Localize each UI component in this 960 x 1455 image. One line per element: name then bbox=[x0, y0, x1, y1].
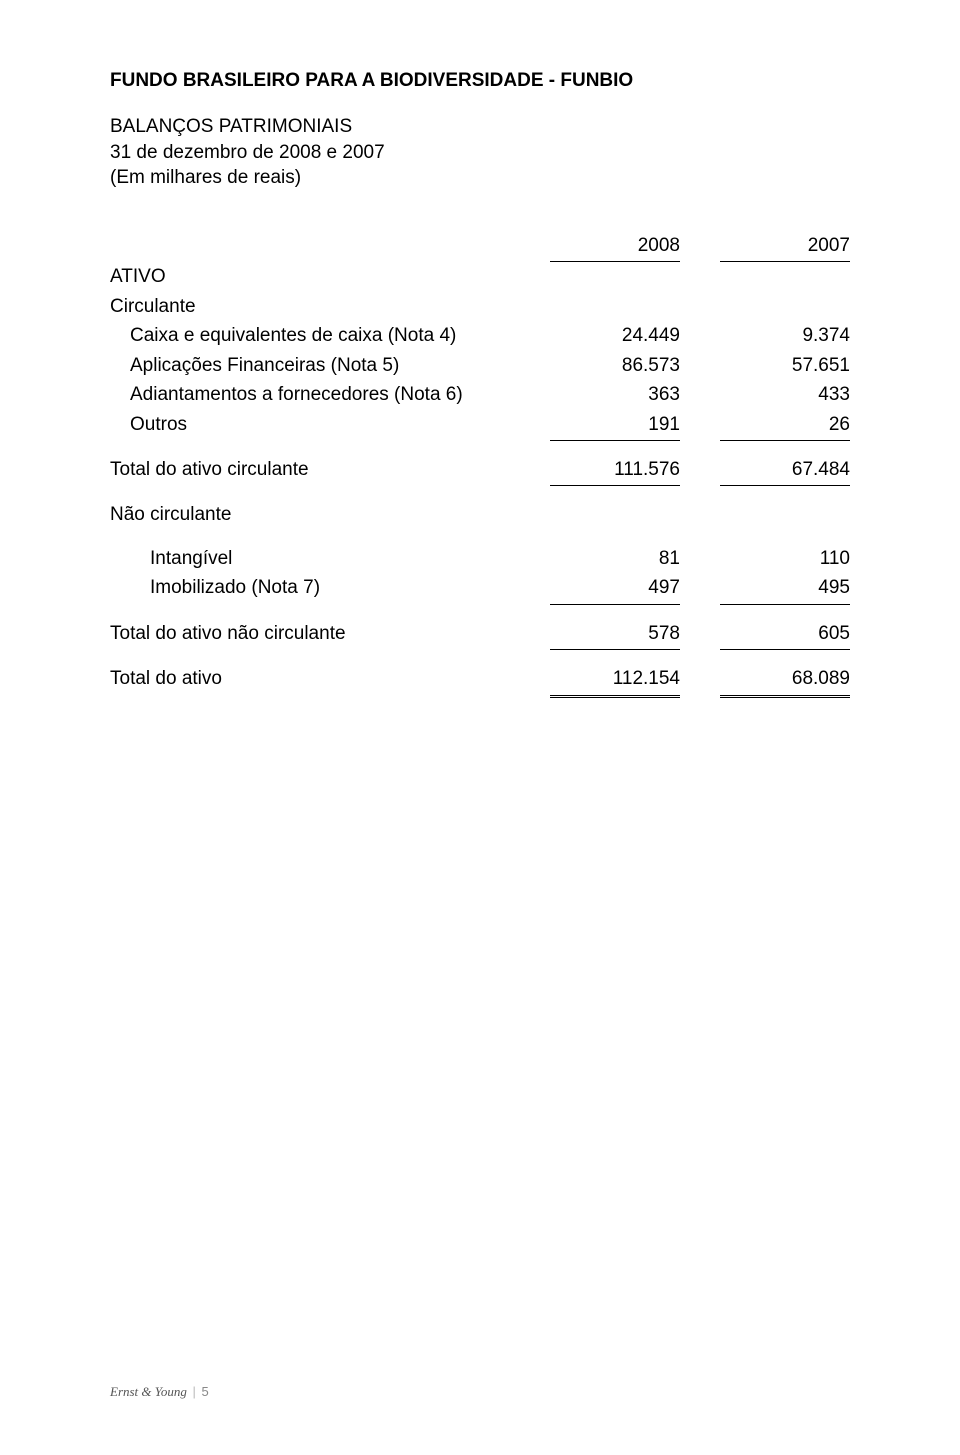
subtitle-block: BALANÇOS PATRIMONIAIS 31 de dezembro de … bbox=[110, 114, 850, 191]
cell-label: Total do ativo bbox=[110, 664, 510, 693]
cell-2007: 605 bbox=[720, 619, 850, 648]
cell-2007: 26 bbox=[720, 410, 850, 439]
row-imobilizado: Imobilizado (Nota 7) 497 495 bbox=[110, 573, 850, 602]
cell-2007: 57.651 bbox=[720, 351, 850, 380]
row-total-ativo: Total do ativo 112.154 68.089 bbox=[110, 664, 850, 693]
cell-label: Total do ativo circulante bbox=[110, 455, 510, 484]
col-header-2008: 2008 bbox=[550, 231, 680, 260]
section-nao-circulante: Não circulante bbox=[110, 500, 850, 529]
label-circulante: Circulante bbox=[110, 292, 510, 321]
cell-label: Total do ativo não circulante bbox=[110, 619, 510, 648]
cell-2008: 497 bbox=[550, 573, 680, 602]
cell-2007: 9.374 bbox=[720, 321, 850, 350]
document-title: FUNDO BRASILEIRO PARA A BIODIVERSIDADE -… bbox=[110, 70, 850, 92]
grand-total-underline bbox=[110, 694, 850, 698]
cell-2007: 433 bbox=[720, 380, 850, 409]
cell-label: Outros bbox=[110, 410, 510, 439]
footer-separator: | bbox=[190, 1384, 197, 1399]
col-header-2007: 2007 bbox=[720, 231, 850, 260]
cell-label: Aplicações Financeiras (Nota 5) bbox=[110, 351, 510, 380]
row-total-nao-circulante: Total do ativo não circulante 578 605 bbox=[110, 619, 850, 648]
label-ativo: ATIVO bbox=[110, 262, 510, 291]
page-footer: Ernst & Young | 5 bbox=[110, 1384, 209, 1400]
row-aplicacoes: Aplicações Financeiras (Nota 5) 86.573 5… bbox=[110, 351, 850, 380]
cell-2007: 67.484 bbox=[720, 455, 850, 484]
cell-2008: 191 bbox=[550, 410, 680, 439]
cell-2007: 110 bbox=[720, 544, 850, 573]
footer-brand: Ernst & Young bbox=[110, 1384, 187, 1399]
subtitle-line-2: 31 de dezembro de 2008 e 2007 bbox=[110, 140, 850, 166]
row-outros: Outros 191 26 bbox=[110, 410, 850, 439]
cell-2008: 81 bbox=[550, 544, 680, 573]
section-circulante: Circulante bbox=[110, 292, 850, 321]
cell-label: Imobilizado (Nota 7) bbox=[110, 573, 510, 602]
cell-2008: 578 bbox=[550, 619, 680, 648]
subtitle-line-3: (Em milhares de reais) bbox=[110, 165, 850, 191]
cell-2008: 86.573 bbox=[550, 351, 680, 380]
subtitle-line-1: BALANÇOS PATRIMONIAIS bbox=[110, 114, 850, 140]
row-total-circulante: Total do ativo circulante 111.576 67.484 bbox=[110, 455, 850, 484]
row-adiantamentos: Adiantamentos a fornecedores (Nota 6) 36… bbox=[110, 380, 850, 409]
table-header-row: 2008 2007 bbox=[110, 231, 850, 260]
page: FUNDO BRASILEIRO PARA A BIODIVERSIDADE -… bbox=[0, 0, 960, 1455]
label-nao-circulante: Não circulante bbox=[110, 500, 510, 529]
row-caixa: Caixa e equivalentes de caixa (Nota 4) 2… bbox=[110, 321, 850, 350]
cell-2007: 495 bbox=[720, 573, 850, 602]
footer-page-number: 5 bbox=[201, 1384, 208, 1399]
cell-2008: 363 bbox=[550, 380, 680, 409]
balance-table: 2008 2007 ATIVO Circulante Caixa e equiv… bbox=[110, 231, 850, 698]
cell-label: Intangível bbox=[110, 544, 510, 573]
cell-2007: 68.089 bbox=[720, 664, 850, 693]
row-intangivel: Intangível 81 110 bbox=[110, 544, 850, 573]
cell-2008: 112.154 bbox=[550, 664, 680, 693]
cell-label: Caixa e equivalentes de caixa (Nota 4) bbox=[110, 321, 510, 350]
cell-label: Adiantamentos a fornecedores (Nota 6) bbox=[110, 380, 510, 409]
cell-2008: 24.449 bbox=[550, 321, 680, 350]
section-ativo: ATIVO bbox=[110, 262, 850, 291]
cell-2008: 111.576 bbox=[550, 455, 680, 484]
